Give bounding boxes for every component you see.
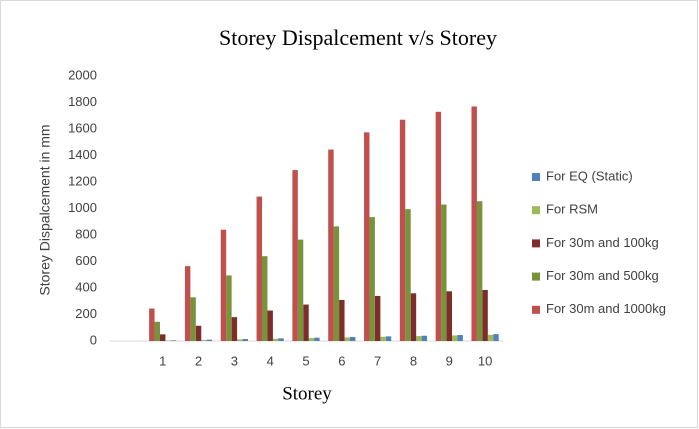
legend-label: For 30m and 100kg <box>546 235 659 250</box>
legend-label: For 30m and 500kg <box>546 268 659 283</box>
y-axis-label: Storey Dispalcement in mm <box>37 124 53 295</box>
bar <box>256 196 263 341</box>
y-tick-label: 1200 <box>68 173 97 188</box>
bar <box>226 275 232 341</box>
bar <box>154 321 161 341</box>
legend-label: For 30m and 1000kg <box>546 301 666 316</box>
bar <box>149 308 155 341</box>
bar <box>405 209 411 341</box>
bar <box>237 339 243 341</box>
bar <box>446 291 452 341</box>
bar <box>399 119 406 341</box>
x-tick-label: 5 <box>302 353 309 368</box>
bar <box>184 266 191 341</box>
y-tick-label: 800 <box>75 226 97 241</box>
bar <box>471 106 477 341</box>
bar <box>303 304 309 341</box>
x-tick-label: 2 <box>195 353 202 368</box>
bar <box>170 340 177 341</box>
legend-swatch <box>532 239 540 248</box>
bar <box>328 149 334 341</box>
y-tick-label: 1600 <box>68 120 97 135</box>
bar <box>278 338 284 341</box>
bar <box>262 256 268 341</box>
bar <box>292 170 298 341</box>
y-tick-label: 1400 <box>68 147 97 162</box>
x-tick-label: 8 <box>410 353 417 368</box>
bar <box>344 337 350 341</box>
y-tick-label: 0 <box>90 332 97 347</box>
bar <box>416 336 422 341</box>
x-tick-label: 7 <box>374 353 381 368</box>
bar <box>220 229 227 341</box>
bar <box>339 299 345 341</box>
legend-swatch <box>532 272 540 281</box>
bar <box>493 334 499 341</box>
bar <box>242 339 248 341</box>
bar <box>385 336 392 341</box>
bar <box>349 337 356 341</box>
bar <box>441 204 447 341</box>
bar <box>374 295 381 341</box>
bar <box>160 334 166 341</box>
legend-swatch <box>532 305 540 314</box>
bar <box>272 338 279 341</box>
bar <box>231 317 238 341</box>
legend-swatch <box>532 173 540 181</box>
y-tick-label: 2000 <box>68 67 97 82</box>
y-tick-label: 1800 <box>68 94 97 109</box>
x-tick-label: 10 <box>478 353 492 368</box>
y-tick-label: 600 <box>75 253 97 268</box>
bar <box>195 325 202 341</box>
bar <box>482 289 488 341</box>
bar <box>206 339 213 341</box>
bar <box>308 338 315 341</box>
bar <box>421 335 428 341</box>
bar <box>457 335 463 341</box>
chart-title: Storey Dispalcement v/s Storey <box>219 25 497 50</box>
bar <box>451 335 458 341</box>
y-tick-label: 400 <box>75 279 97 294</box>
bar <box>364 132 370 341</box>
x-tick-label: 3 <box>231 353 238 368</box>
bar <box>190 297 196 341</box>
bar <box>267 310 273 341</box>
y-tick-label: 1000 <box>68 200 97 215</box>
bar <box>476 201 483 341</box>
legend-swatch <box>532 206 540 215</box>
bar <box>333 226 340 341</box>
bar <box>165 340 171 341</box>
bar <box>487 334 494 341</box>
bar <box>314 337 320 341</box>
legend-label: For RSM <box>546 202 598 217</box>
y-tick-label: 200 <box>75 306 97 321</box>
x-tick-label: 9 <box>446 353 453 368</box>
bar <box>201 339 207 341</box>
x-tick-label: 4 <box>267 353 274 368</box>
x-tick-label: 6 <box>338 353 345 368</box>
bar <box>369 217 375 341</box>
bar <box>410 293 417 341</box>
legend-label: For EQ (Static) <box>546 168 633 183</box>
bar <box>297 239 304 341</box>
x-axis-label: Storey <box>282 383 332 404</box>
bar <box>435 111 442 342</box>
x-tick-label: 1 <box>159 353 166 368</box>
bar <box>380 336 386 341</box>
